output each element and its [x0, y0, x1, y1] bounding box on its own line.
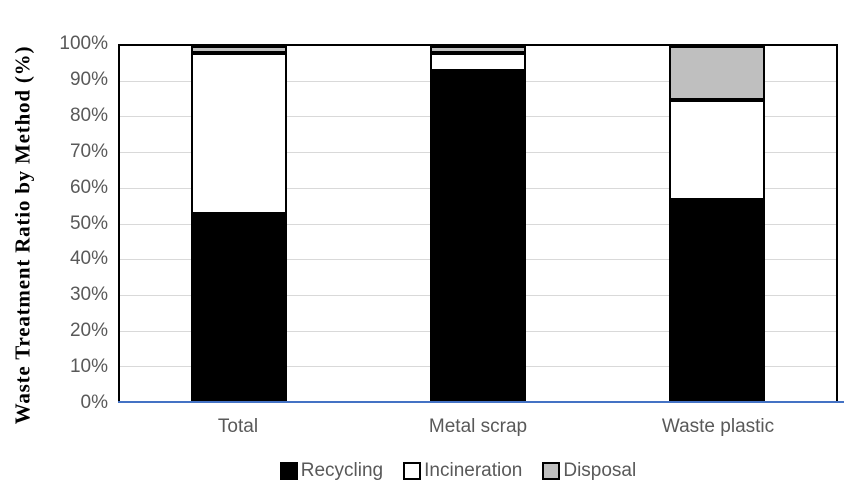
category-slot-total	[120, 46, 359, 403]
x-axis-tick-labels: Total Metal scrap Waste plastic	[118, 416, 838, 438]
y-tick-label-0-: 0%	[80, 392, 108, 413]
legend-item-disposal: Disposal	[542, 460, 636, 482]
y-tick-label-20-: 20%	[69, 320, 108, 342]
legend-label-disposal: Disposal	[563, 460, 637, 481]
legend-label-incineration: Incineration	[424, 460, 523, 481]
y-tick-label-40-: 40%	[69, 248, 108, 270]
y-tick-label-10-: 10%	[69, 356, 108, 378]
legend-swatch-icon-incineration	[403, 462, 422, 480]
segment-recycling-total	[191, 213, 288, 403]
bars-group	[120, 46, 836, 403]
bar-waste-plastic	[668, 46, 765, 403]
y-axis-tick-labels: 0% 10% 20% 30% 40% 50% 60% 70% 80% 90% 100%	[0, 33, 108, 413]
legend-swatch-icon-disposal	[542, 462, 561, 480]
bar-total	[191, 46, 288, 403]
segment-recycling-metal-scrap	[430, 71, 526, 403]
category-slot-metal-scrap	[359, 46, 598, 403]
segment-incineration-total	[191, 53, 288, 214]
segment-incineration-waste-plastic	[668, 99, 765, 200]
y-tick-label-80-: 80%	[69, 104, 108, 126]
x-tick-label-waste-plastic: Waste plastic	[661, 416, 775, 437]
segment-disposal-metal-scrap	[430, 46, 526, 54]
plot-area	[118, 44, 838, 403]
legend-item-recycling: Recycling	[279, 460, 384, 482]
segment-recycling-waste-plastic	[668, 199, 765, 403]
legend-item-incineration: Incineration	[403, 460, 522, 482]
segment-disposal-total	[191, 46, 288, 54]
legend: Recycling Incineration Disposal	[98, 460, 818, 482]
y-tick-label-100-: 100%	[59, 33, 108, 54]
bar-metal-scrap	[430, 46, 526, 403]
segment-disposal-waste-plastic	[668, 46, 765, 100]
y-tick-label-70-: 70%	[69, 140, 108, 162]
y-tick-label-60-: 60%	[69, 176, 108, 198]
y-tick-label-90-: 90%	[69, 68, 108, 90]
legend-swatch-icon-recycling	[279, 462, 298, 480]
x-tick-label-metal-scrap: Metal scrap	[428, 416, 528, 437]
y-tick-label-30-: 30%	[69, 284, 108, 306]
x-axis-line	[118, 401, 844, 403]
legend-label-recycling: Recycling	[300, 460, 384, 481]
x-tick-label-total: Total	[217, 416, 259, 437]
segment-incineration-metal-scrap	[430, 53, 526, 71]
y-tick-label-50-: 50%	[69, 212, 108, 234]
category-slot-waste-plastic	[597, 46, 836, 403]
